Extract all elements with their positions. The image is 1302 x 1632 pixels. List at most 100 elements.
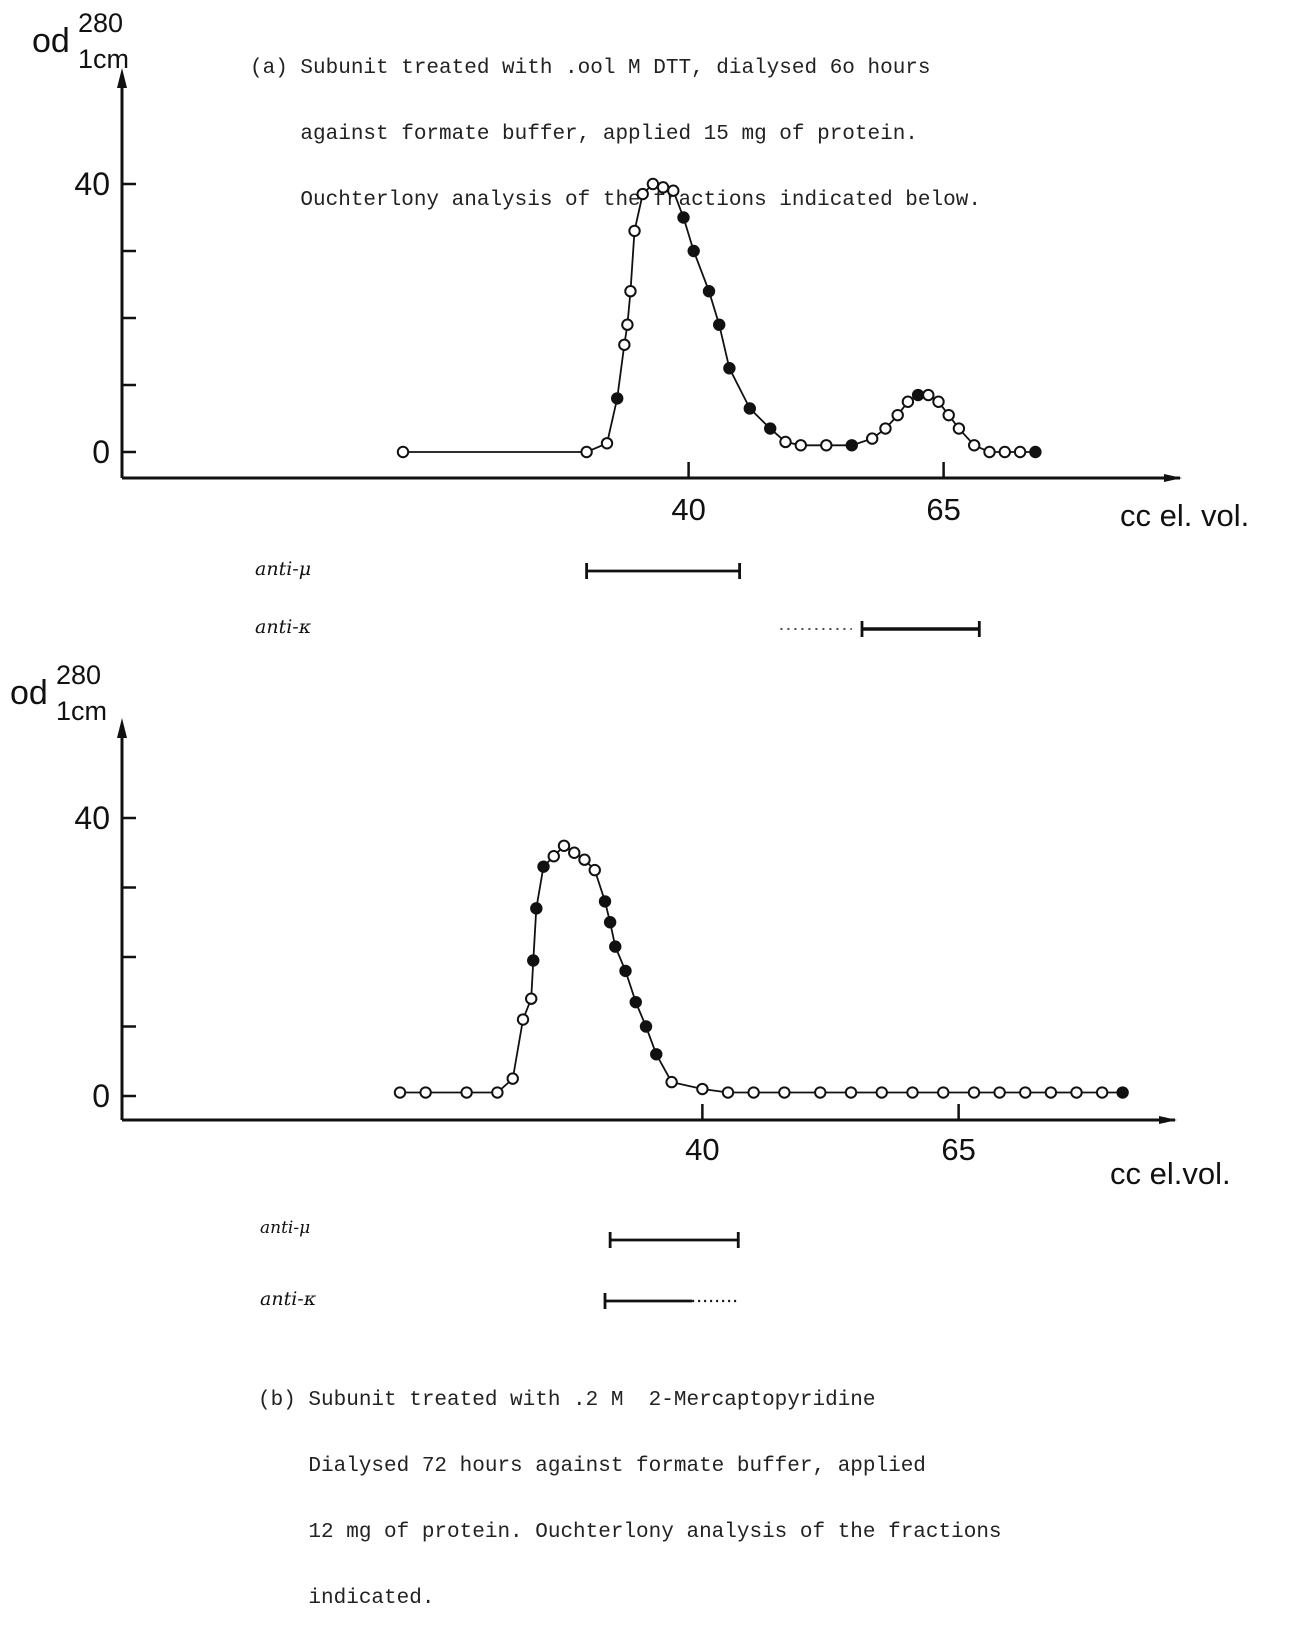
chart-0-y-tick-label: 40 (74, 166, 110, 202)
chart-0-data-point (618, 338, 631, 351)
caption-a-line-1: (a) Subunit treated with .ool M DTT, dia… (250, 57, 931, 80)
caption-a: (a) Subunit treated with .ool M DTT, dia… (250, 14, 981, 234)
ylabel-b: od 280 1cm (10, 660, 120, 740)
ylabel-a-main: od (32, 22, 70, 60)
chart-1-data-point (1044, 1086, 1058, 1099)
caption-a-line-3: Ouchterlony analysis of the fractions in… (250, 189, 981, 212)
chart-1-data-point (967, 1086, 981, 1099)
chart-0-data-point (646, 177, 660, 191)
chart-1-data-point (619, 964, 632, 978)
chart-0-data-point (891, 408, 904, 422)
chart-1-data-point (609, 940, 622, 953)
caption-b-line-4: indicated. (258, 1587, 435, 1610)
chart-0-series-line (403, 182, 1036, 453)
caption-b-line-1: (b) Subunit treated with .2 M 2-Mercapto… (258, 1389, 876, 1412)
chart-0-data-point (932, 395, 945, 408)
chart-1-data-point (906, 1086, 919, 1099)
chart-0-data-point (723, 362, 736, 375)
chart-0-x-axis-arrow (1164, 474, 1182, 482)
chart-1-data-point (665, 1075, 678, 1089)
chart-0-data-point (794, 439, 807, 452)
chart-0-y-tick-label: 0 (92, 434, 110, 470)
chart-0-data-point (998, 445, 1011, 459)
chart-1-data-point (650, 1048, 663, 1061)
ylabel-a-sup: 280 (78, 8, 124, 38)
chart-1-data-point (629, 995, 642, 1009)
chart-0-data-point (702, 285, 716, 298)
chart-0-data-point (911, 388, 925, 402)
chart-1-data-point (1116, 1086, 1129, 1099)
ylabel-b-sub: 1cm (56, 696, 108, 726)
chart-1-data-point (537, 860, 550, 873)
chart-1-data-point (875, 1086, 888, 1099)
chart-0-data-point (628, 224, 641, 238)
chart-0-data-point (656, 181, 670, 194)
elution-profiles-svg: 0 40 40 65 cc el. vol. 0 40 40 65 cc el.vol. (74, 68, 1249, 1309)
chart-1-data-point (696, 1082, 709, 1096)
chart-0-data-point (743, 402, 756, 415)
chart-0-data-point (942, 408, 955, 422)
chart-1-data-point (527, 954, 540, 967)
chart-0-data-point (845, 439, 858, 452)
chart-1-data-point (516, 1013, 530, 1026)
chart-0-data-point (901, 395, 915, 408)
chart-1-data-point (721, 1086, 735, 1099)
chart-0-data-point (667, 184, 680, 197)
chart-0-data-point (866, 432, 879, 445)
chart-0-data-point (968, 439, 981, 452)
chart-0-x-tick-label: 65 (926, 492, 960, 527)
chart-0-data-point (636, 187, 649, 201)
chart-1-x-axis-arrow (1159, 1116, 1177, 1124)
chart-0-x-tick-label: 40 (671, 492, 705, 527)
chart-1-data-point (530, 902, 543, 915)
chart-0-x-axis-label: cc el. vol. (1120, 498, 1249, 533)
chart-1-data-point (1070, 1086, 1083, 1099)
fraction-label-b-mu: anti-μ (260, 1218, 311, 1238)
chart-1-x-axis-label: cc el.vol. (1110, 1156, 1231, 1191)
chart-0-data-point (820, 439, 833, 452)
chart-1-y-tick-label: 0 (92, 1078, 110, 1114)
chart-1-data-point (844, 1086, 858, 1099)
chart-0-data-point (624, 285, 637, 298)
chart-0-data-point (580, 445, 593, 459)
caption-b-line-3: 12 mg of protein. Ouchterlony analysis o… (258, 1521, 1002, 1544)
chart-1-series-line (400, 844, 1123, 1094)
ylabel-b-sup: 280 (56, 660, 102, 690)
chart-1-data-point (506, 1072, 519, 1085)
chart-1-y-axis-arrow (117, 718, 127, 738)
chart-1-data-point (778, 1086, 791, 1099)
chart-1-data-point (747, 1086, 760, 1099)
chart-1-y-tick-label: 40 (74, 800, 110, 836)
ylabel-a-sub: 1cm (78, 44, 130, 74)
chart-1-data-point (937, 1086, 950, 1099)
chart-1-data-point (639, 1020, 653, 1033)
fraction-label-a-mu: anti-μ (255, 558, 312, 580)
chart-0-data-point (879, 422, 892, 435)
chart-0-data-point (922, 388, 935, 402)
chart-1-data-point (598, 895, 612, 908)
chart-1-data-point (568, 846, 581, 859)
chart-0-data-point (983, 445, 996, 459)
fraction-label-b-kappa: anti-κ (260, 1288, 317, 1310)
chart-1-data-point (557, 839, 571, 852)
ylabel-a: od 280 1cm (32, 8, 142, 88)
chart-1-data-point (393, 1086, 407, 1099)
chart-1-data-point (588, 863, 601, 877)
fraction-label-a-kappa: anti-κ (255, 616, 312, 638)
chart-0-data-point (764, 422, 777, 435)
chart-1-data-point (578, 853, 591, 866)
chart-0-data-point (687, 244, 700, 258)
chart-0-data-point (713, 318, 726, 331)
chart-1-x-tick-label: 65 (941, 1132, 975, 1167)
caption-a-line-2: against formate buffer, applied 15 mg of… (250, 123, 918, 146)
chart-0-data-point (1013, 445, 1027, 459)
ylabel-b-main: od (10, 674, 48, 712)
chart-1-data-point (1019, 1086, 1032, 1099)
chart-1-data-point (491, 1086, 504, 1099)
chart-1-data-point (419, 1086, 432, 1099)
chart-0-data-point (952, 422, 966, 435)
chart-0-y-axis-arrow (117, 68, 127, 88)
chart-0-data-point (600, 437, 614, 450)
chart-1-data-point (547, 850, 560, 863)
chart-1-x-tick-label: 40 (685, 1132, 719, 1167)
